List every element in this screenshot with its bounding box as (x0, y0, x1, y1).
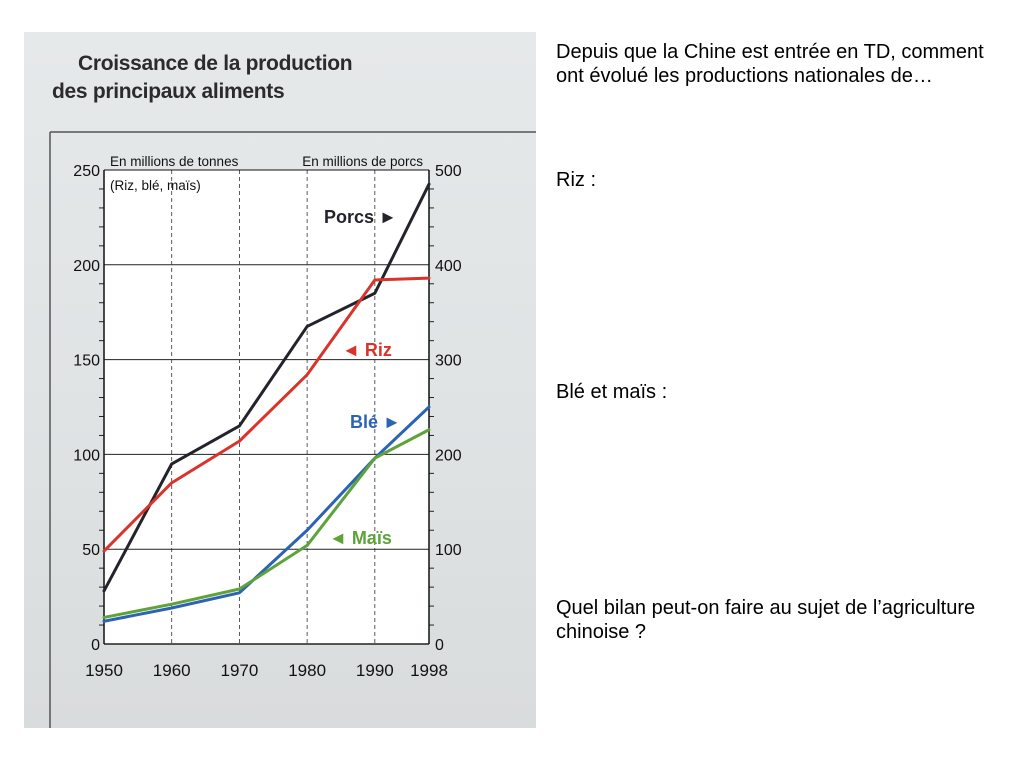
series-label-maïs: ◄ Maïs (329, 528, 392, 548)
left-tick-label: 150 (73, 353, 100, 370)
question-bilan: Quel bilan peut-on faire au sujet de l’a… (556, 597, 981, 643)
series-label-blé: Blé ► (350, 412, 401, 432)
right-tick-label: 0 (435, 637, 444, 654)
series-label-riz: ◄ Riz (342, 340, 392, 360)
textbook-scan: Croissance de la production des principa… (24, 32, 536, 728)
left-tick-label: 250 (73, 163, 100, 180)
left-axis-sublabel: (Riz, blé, maïs) (110, 178, 201, 193)
x-tick-label: 1980 (288, 661, 326, 680)
series-line-blé (102, 405, 431, 623)
left-tick-label: 100 (73, 447, 100, 464)
right-tick-label: 300 (435, 353, 462, 370)
question-riz: Riz : (556, 169, 596, 191)
left-tick-label: 200 (73, 258, 100, 275)
production-chart: 0 50 100 150 200 250 0 100 200 300 400 500 1950 1960 1… (49, 131, 536, 728)
series-line-porcs (102, 182, 431, 593)
left-tick-label: 0 (91, 637, 100, 654)
series-line-riz (102, 276, 431, 553)
chart-title-line2: des principaux aliments (52, 80, 285, 103)
chart-title-line1: Croissance de la production (78, 52, 353, 75)
x-tick-label: 1998 (410, 661, 448, 680)
x-tick-label: 1990 (356, 661, 394, 680)
x-tick-label: 1950 (85, 661, 123, 680)
x-tick-label: 1970 (221, 661, 259, 680)
series-line-maïs (102, 428, 431, 619)
question-intro: Depuis que la Chine est entrée en TD, co… (556, 41, 990, 87)
left-tick-label: 50 (82, 542, 100, 559)
left-axis-label: En millions de tonnes (110, 154, 239, 169)
series-label-porcs: Porcs ► (324, 207, 397, 227)
right-tick-label: 200 (435, 447, 462, 464)
x-tick-label: 1960 (153, 661, 191, 680)
right-tick-label: 100 (435, 542, 462, 559)
question-ble-mais: Blé et maïs : (556, 381, 668, 403)
right-tick-label: 500 (435, 163, 462, 180)
right-axis-label: En millions de porcs (302, 154, 423, 169)
right-tick-label: 400 (435, 258, 462, 275)
chart-title: Croissance de la production des principa… (52, 50, 353, 106)
